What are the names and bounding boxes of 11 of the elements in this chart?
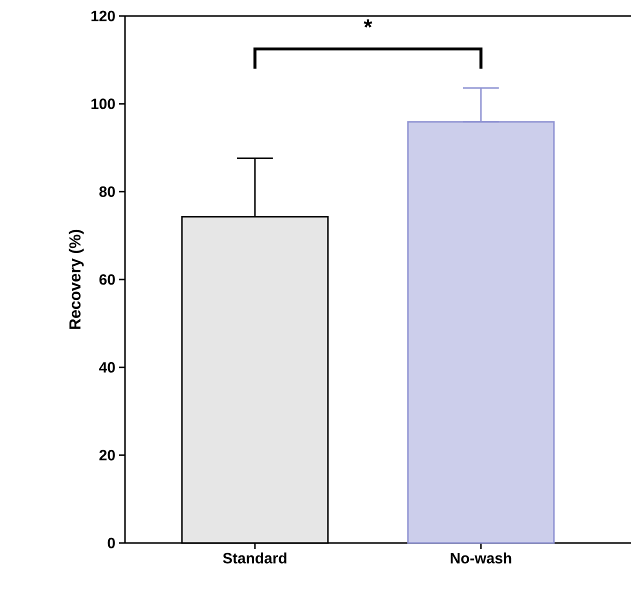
- x-tick-label: Standard: [223, 552, 286, 564]
- annotation: *: [364, 19, 372, 28]
- y-tick-label: 120: [92, 10, 115, 22]
- y-axis-title: Recovery (%): [68, 230, 84, 329]
- x-tick-label: No-wash: [450, 552, 512, 564]
- y-tick-label: 100: [92, 98, 115, 110]
- y-tick-label: 60: [99, 274, 115, 285]
- y-tick-label: 20: [99, 450, 115, 460]
- y-tick-label: 0: [108, 538, 115, 548]
- y-tick-label: 40: [99, 362, 115, 373]
- y-tick-label: 80: [99, 186, 115, 197]
